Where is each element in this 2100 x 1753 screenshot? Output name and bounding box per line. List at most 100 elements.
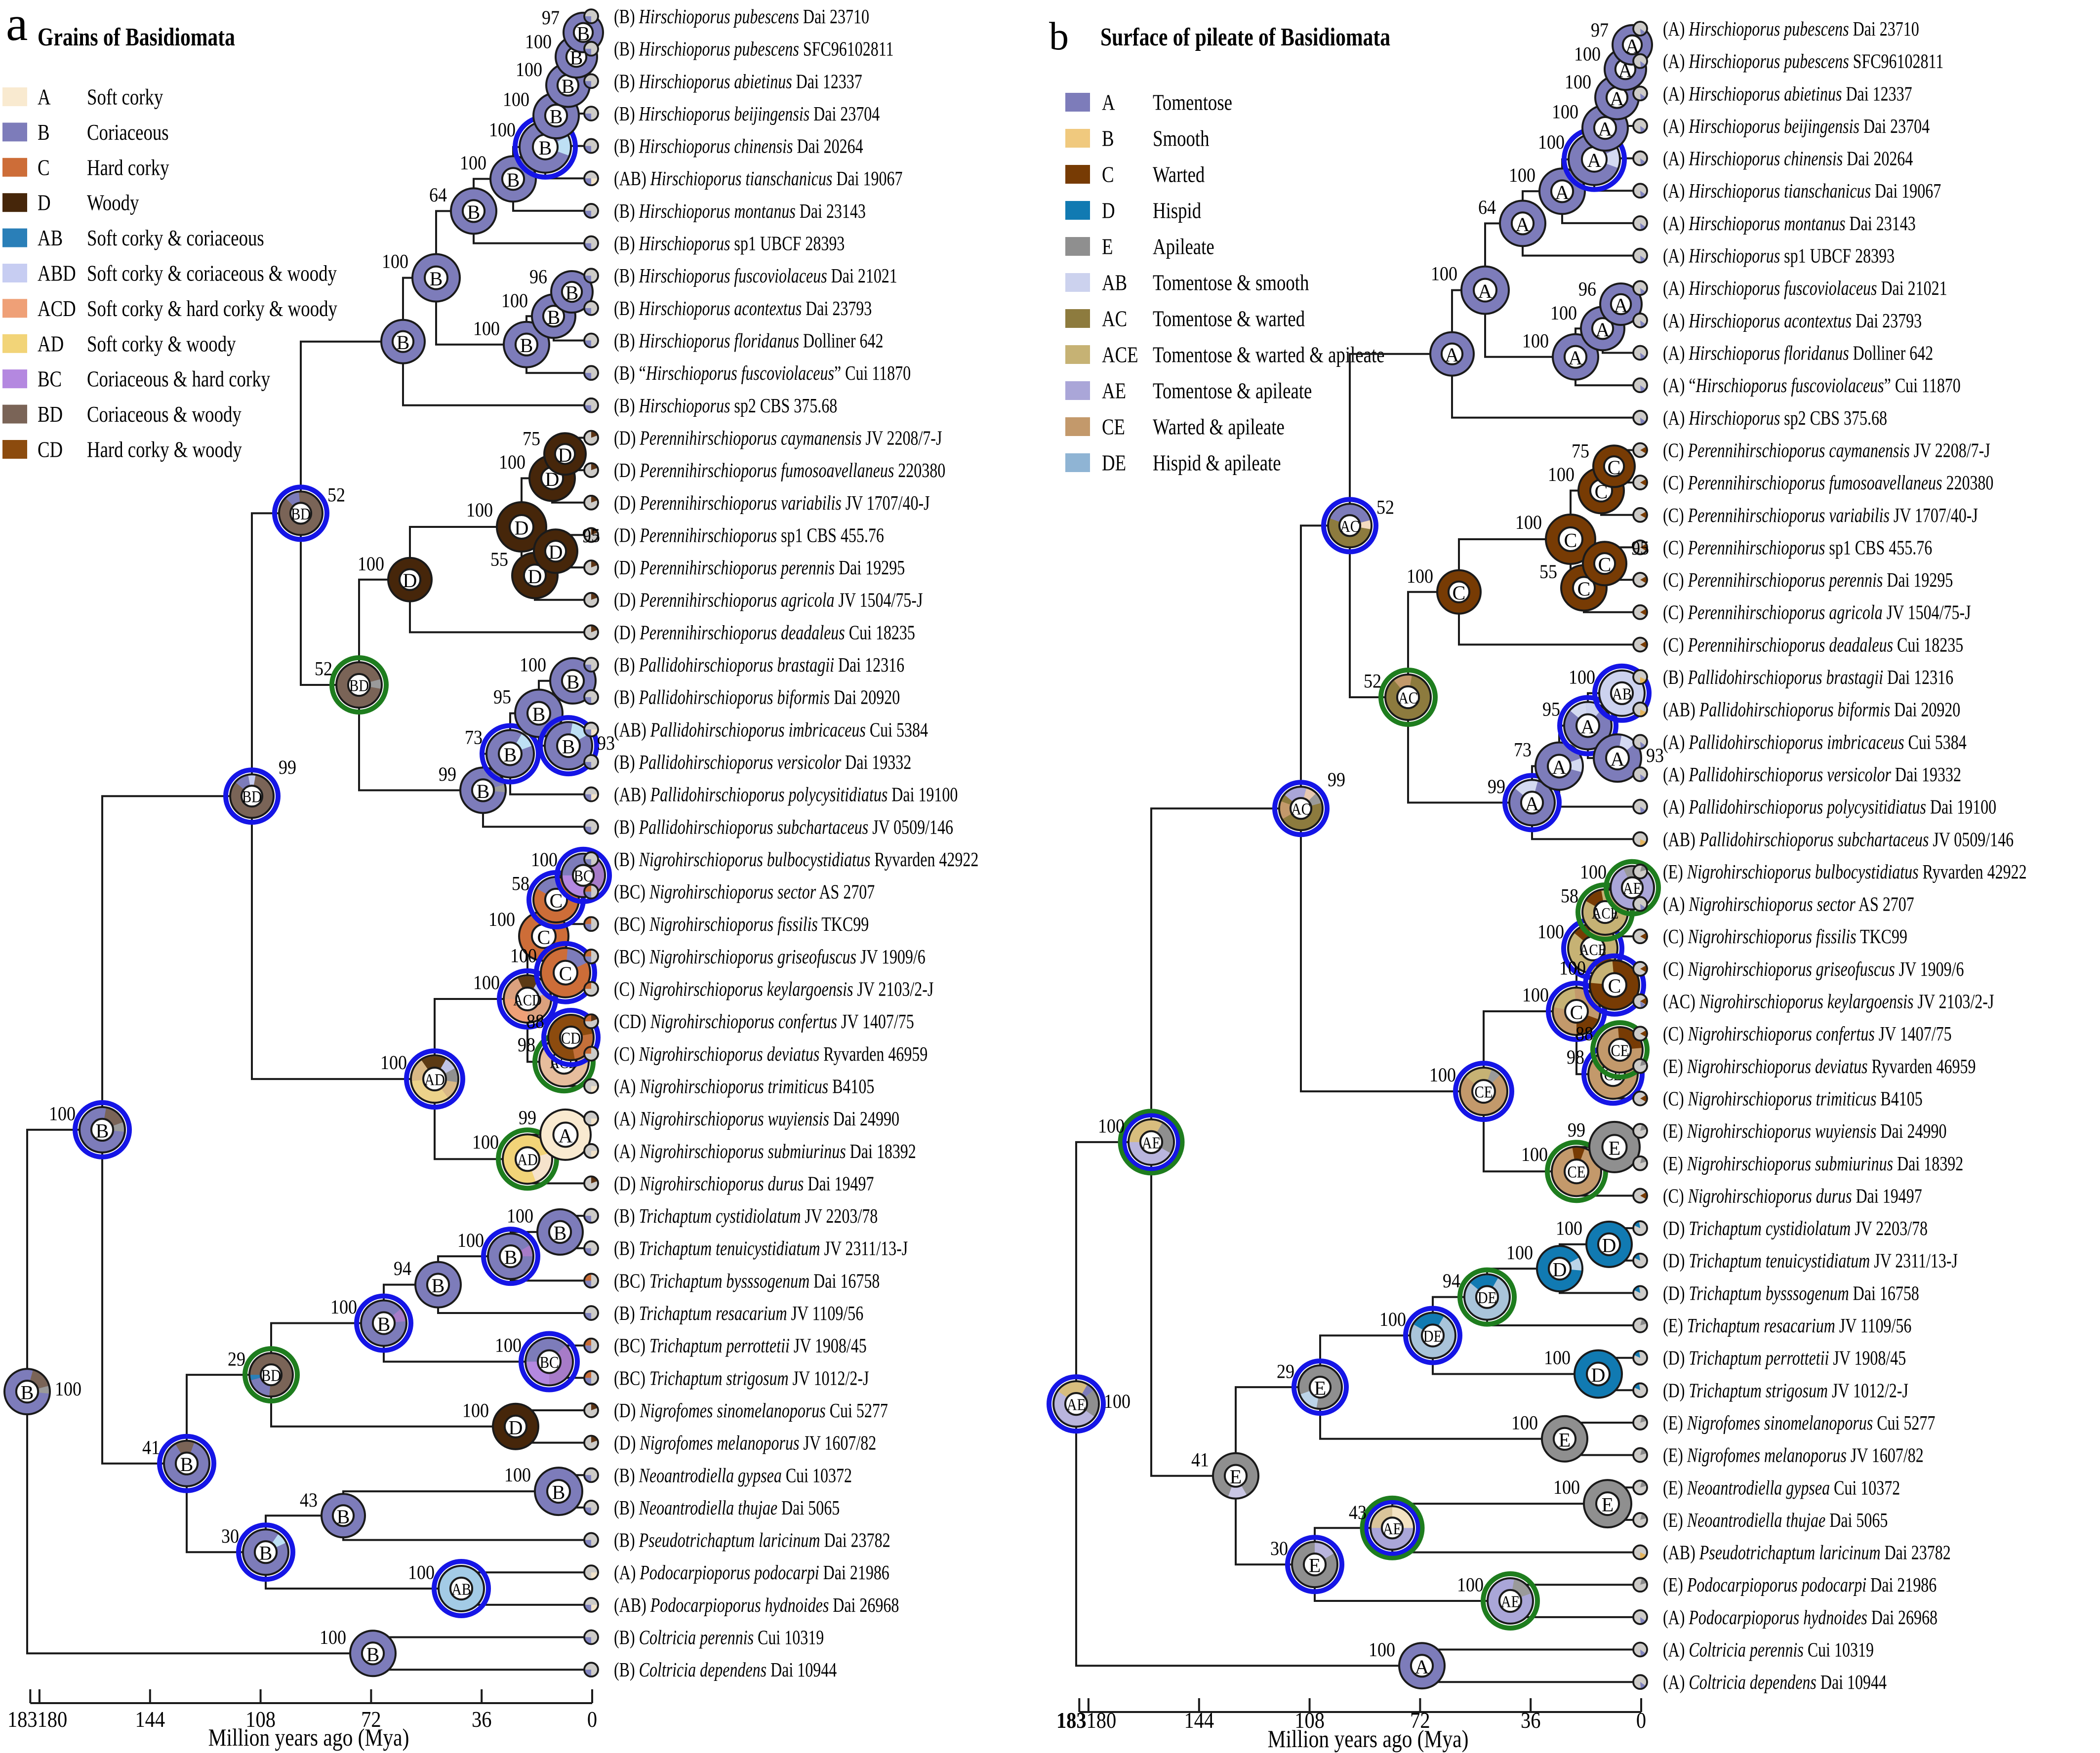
svg-text:100: 100	[1431, 262, 1457, 284]
svg-text:(C) Nigrohirschioporus deviatu: (C) Nigrohirschioporus deviatus Ryvarden…	[614, 1042, 928, 1065]
svg-text:A: A	[559, 1124, 573, 1147]
svg-text:(D) Perennihirschioporus sp1 C: (D) Perennihirschioporus sp1 CBS 455.76	[614, 523, 884, 546]
svg-text:(AC) Nigrohirschioporus keylar: (AC) Nigrohirschioporus keylargoensis JV…	[1663, 990, 1994, 1013]
svg-text:100: 100	[501, 289, 528, 312]
svg-text:(B) Pallidohirschioporus versi: (B) Pallidohirschioporus versicolor Dai …	[614, 751, 911, 773]
svg-text:Woody: Woody	[87, 190, 139, 215]
svg-text:29: 29	[228, 1348, 245, 1370]
svg-text:100: 100	[495, 1334, 522, 1356]
svg-text:99: 99	[1328, 768, 1345, 791]
svg-text:100: 100	[382, 250, 408, 272]
svg-text:ACD: ACD	[38, 296, 76, 321]
svg-text:108: 108	[1294, 1708, 1325, 1733]
svg-text:(AB) Pallidohirschioporus imbr: (AB) Pallidohirschioporus imbricaceus Cu…	[614, 718, 928, 741]
svg-text:100: 100	[1515, 511, 1542, 533]
svg-text:100: 100	[460, 152, 486, 174]
svg-text:180: 180	[1087, 1708, 1117, 1733]
svg-text:(A) Hirschioporus abietinus Da: (A) Hirschioporus abietinus Dai 12337	[1663, 82, 1912, 105]
svg-text:D: D	[558, 444, 572, 466]
svg-text:100: 100	[1457, 1574, 1484, 1596]
svg-text:(B) Pallidohirschioporus brast: (B) Pallidohirschioporus brastagii Dai 1…	[1663, 666, 1953, 688]
svg-text:ACE: ACE	[1579, 941, 1606, 958]
svg-text:99: 99	[1568, 1119, 1585, 1141]
svg-text:(B) Hirschioporus chinensis Da: (B) Hirschioporus chinensis Dai 20264	[614, 135, 863, 158]
svg-text:B: B	[366, 1643, 380, 1666]
svg-text:100: 100	[473, 317, 500, 339]
svg-text:AB: AB	[451, 1581, 471, 1599]
svg-text:100: 100	[473, 971, 500, 994]
svg-text:(E) Podocarpioporus podocarpi: (E) Podocarpioporus podocarpi Dai 21986	[1663, 1573, 1937, 1596]
svg-text:(A) Pallidohirschioporus versi: (A) Pallidohirschioporus versicolor Dai …	[1663, 763, 1961, 786]
svg-text:B: B	[96, 1119, 109, 1142]
svg-text:(B) Pallidohirschioporus bifor: (B) Pallidohirschioporus biformis Dai 20…	[614, 686, 900, 709]
svg-text:B: B	[504, 1246, 518, 1269]
svg-text:(A) Podocarpioporus hydnoides: (A) Podocarpioporus hydnoides Dai 26968	[1663, 1606, 1938, 1629]
svg-text:72: 72	[1410, 1708, 1430, 1733]
svg-text:100: 100	[1369, 1638, 1395, 1661]
svg-text:100: 100	[1556, 1217, 1582, 1239]
svg-text:41: 41	[1191, 1448, 1209, 1471]
svg-text:AB: AB	[1612, 685, 1632, 703]
svg-text:183: 183	[1056, 1708, 1087, 1733]
svg-text:97: 97	[542, 6, 560, 29]
svg-text:B: B	[539, 137, 552, 159]
svg-text:A: A	[1596, 319, 1610, 341]
svg-text:(B) Neoantrodiella thujae Dai: (B) Neoantrodiella thujae Dai 5065	[614, 1496, 840, 1519]
svg-text:(BC) Trichaptum perrottetii JV: (BC) Trichaptum perrottetii JV 1908/45	[614, 1334, 867, 1357]
svg-text:Million years ago (Mya): Million years ago (Mya)	[1268, 1725, 1469, 1753]
svg-text:183: 183	[7, 1707, 38, 1732]
svg-text:E: E	[1230, 1466, 1242, 1488]
svg-text:Hard corky: Hard corky	[87, 155, 169, 180]
svg-text:AE: AE	[1102, 378, 1126, 403]
svg-text:(BC) Trichaptum bysssogenum Da: (BC) Trichaptum bysssogenum Dai 16758	[614, 1269, 880, 1292]
svg-text:Apileate: Apileate	[1153, 234, 1214, 259]
svg-text:(C) Perennihirschioporus sp1 C: (C) Perennihirschioporus sp1 CBS 455.76	[1663, 536, 1932, 558]
svg-text:C: C	[1453, 582, 1466, 604]
svg-text:Warted: Warted	[1153, 162, 1205, 187]
svg-text:ABD: ABD	[38, 261, 76, 286]
svg-text:100: 100	[1379, 1308, 1406, 1330]
svg-text:(C) Perennihirschioporus fumos: (C) Perennihirschioporus fumosoavellaneu…	[1663, 471, 1993, 494]
svg-text:(A) Hirschioporus montanus Dai: (A) Hirschioporus montanus Dai 23143	[1663, 212, 1916, 235]
svg-text:Hispid: Hispid	[1153, 198, 1201, 223]
svg-text:144: 144	[1184, 1708, 1214, 1733]
svg-text:43: 43	[1349, 1501, 1367, 1523]
svg-text:A: A	[1625, 35, 1640, 57]
svg-text:0: 0	[1636, 1708, 1646, 1733]
svg-text:98: 98	[1567, 1046, 1584, 1068]
svg-text:BC: BC	[540, 1354, 559, 1372]
svg-text:(B) Hirschioporus fuscoviolace: (B) Hirschioporus fuscoviolaceus Dai 210…	[614, 264, 897, 287]
svg-text:BD: BD	[261, 1367, 281, 1385]
svg-text:C: C	[537, 926, 551, 948]
svg-text:(AB) Podocarpioporus hydnoides: (AB) Podocarpioporus hydnoides Dai 26968	[614, 1594, 899, 1616]
svg-text:C: C	[1570, 1001, 1583, 1024]
svg-text:E: E	[1102, 234, 1113, 259]
svg-text:100: 100	[358, 553, 384, 575]
svg-text:100: 100	[525, 30, 552, 52]
svg-text:100: 100	[1407, 565, 1433, 587]
svg-text:D: D	[528, 565, 542, 588]
svg-text:B: B	[504, 744, 517, 766]
svg-text:BD: BD	[242, 788, 262, 806]
svg-text:A: A	[1581, 716, 1595, 738]
svg-text:100: 100	[457, 1229, 484, 1251]
svg-text:100: 100	[408, 1561, 435, 1584]
svg-text:b: b	[1049, 15, 1069, 58]
svg-text:A: A	[1478, 280, 1493, 302]
svg-text:B: B	[430, 268, 443, 290]
svg-text:C: C	[1577, 578, 1591, 600]
svg-text:A: A	[1611, 748, 1625, 770]
svg-text:B: B	[550, 106, 563, 128]
svg-text:C: C	[550, 890, 563, 912]
svg-text:Coriaceous & hard corky: Coriaceous & hard corky	[87, 366, 270, 392]
svg-text:98: 98	[518, 1034, 535, 1056]
svg-text:99: 99	[279, 756, 296, 778]
svg-text:B: B	[477, 780, 490, 802]
svg-text:52: 52	[315, 658, 332, 680]
svg-text:(D) Perennihirschioporus varia: (D) Perennihirschioporus variabilis JV 1…	[614, 491, 930, 514]
svg-text:(B) Hirschioporus sp2 CBS 375.: (B) Hirschioporus sp2 CBS 375.68	[614, 394, 837, 417]
svg-text:(A) Nigrohirschioporus submiur: (A) Nigrohirschioporus submiurinus Dai 1…	[614, 1140, 916, 1162]
svg-text:BC: BC	[574, 867, 593, 885]
svg-text:(D) Trichaptum tenuicystidiatu: (D) Trichaptum tenuicystidiatum JV 2311/…	[1663, 1249, 1958, 1272]
svg-text:(A) Hirschioporus floridanus D: (A) Hirschioporus floridanus Dolliner 64…	[1663, 342, 1933, 364]
